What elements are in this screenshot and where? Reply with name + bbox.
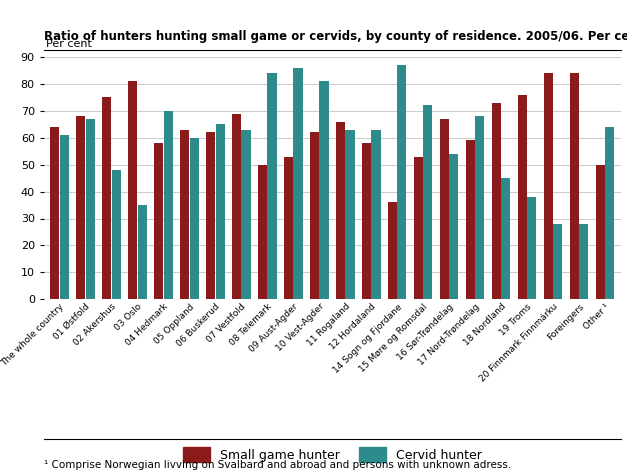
Bar (319, 81, 329, 299)
Bar (241, 130, 251, 299)
Legend: Small game hunter, Cervid hunter: Small game hunter, Cervid hunter (177, 442, 487, 467)
Bar (362, 143, 371, 299)
Bar (544, 73, 553, 299)
Bar (502, 178, 510, 299)
Bar (466, 141, 475, 299)
Bar (345, 130, 354, 299)
Bar (475, 116, 485, 299)
Bar (128, 81, 137, 299)
Bar (605, 127, 614, 299)
Bar (492, 103, 501, 299)
Bar (527, 197, 537, 299)
Bar (518, 95, 527, 299)
Bar (112, 170, 120, 299)
Bar (570, 73, 579, 299)
Bar (284, 157, 293, 299)
Bar (450, 154, 458, 299)
Bar (440, 119, 449, 299)
Bar (60, 135, 69, 299)
Bar (154, 143, 163, 299)
Bar (180, 130, 189, 299)
Bar (579, 224, 588, 299)
Bar (86, 119, 95, 299)
Bar (268, 73, 277, 299)
Text: ¹ Comprise Norwegian livving on Svalbard and abroad and persons with unknown adr: ¹ Comprise Norwegian livving on Svalbard… (44, 460, 511, 470)
Bar (164, 111, 172, 299)
Bar (398, 65, 406, 299)
Bar (293, 68, 303, 299)
Bar (216, 124, 224, 299)
Bar (310, 133, 319, 299)
Bar (414, 157, 423, 299)
Bar (137, 205, 147, 299)
Bar (336, 122, 345, 299)
Bar (423, 105, 433, 299)
Text: Per cent: Per cent (46, 39, 92, 49)
Bar (596, 165, 605, 299)
Bar (553, 224, 562, 299)
Bar (388, 202, 397, 299)
Bar (206, 133, 215, 299)
Bar (258, 165, 267, 299)
Bar (371, 130, 381, 299)
Bar (189, 138, 199, 299)
Bar (76, 116, 85, 299)
Text: Ratio of hunters hunting small game or cervids, by county of residence. 2005/06.: Ratio of hunters hunting small game or c… (44, 30, 627, 43)
Bar (232, 114, 241, 299)
Bar (50, 127, 60, 299)
Bar (102, 97, 112, 299)
